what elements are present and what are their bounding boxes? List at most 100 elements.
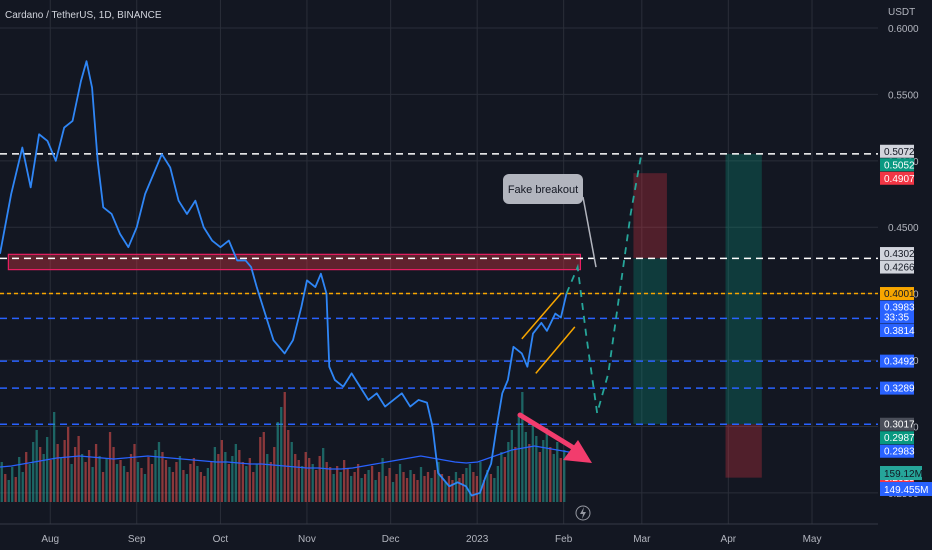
volume-bar [549,447,552,502]
price-badge-0.4302 [880,247,914,261]
volume-bar [98,456,101,502]
price-badge-0.3492 [880,354,914,368]
y-tick-label: 0.5500 [888,90,919,101]
volume-bar [175,462,178,502]
volume-bar [528,444,531,502]
volume-bar [356,464,360,502]
price-badges: 0.5072 0.5052 0.4907 0.4302 0.4266 0.4001 0.39… [880,144,915,485]
volume-bar [388,468,391,502]
volume-bar [154,450,157,502]
volume-bar [80,454,84,502]
volume-bar [14,477,17,502]
price-badge-text: 0.4001 [884,289,915,300]
volume-bar [11,467,14,502]
volume-bar [283,392,286,502]
volume-bar [482,480,486,502]
volume-bar [231,456,234,502]
volume-label-bg [880,466,922,480]
resistance-zone [7,253,582,271]
volume-bar [164,460,168,502]
volume-ma-line [0,445,581,470]
price-badge-0.3983 [880,300,914,324]
volume-bar [349,476,353,502]
volume-bar [4,474,7,502]
price-badge-0.3289 [880,381,914,395]
volume-bar [395,474,398,502]
volume-bar [42,454,45,502]
volume-bar [185,474,189,502]
price-badge-text: 0.3983 [884,303,915,314]
volume-bar [538,452,541,502]
volume-bar [91,467,94,502]
volume-bar [315,470,318,502]
volume-bar [451,480,454,502]
volume-bar [475,476,479,502]
volume-bar [521,392,524,502]
volume-bar [276,422,279,502]
price-badge-text: 0.3289 [884,384,915,395]
position-boxes [633,153,762,478]
wedge-lines [521,293,576,374]
volume-bar [363,474,367,502]
volume-bar [238,450,241,502]
x-tick-label: Dec [382,534,400,545]
volume-bar [157,442,161,502]
volume-bar [70,464,73,502]
volume-bar [126,472,129,502]
volume-bar [196,466,199,502]
long-risk-box [725,424,762,478]
volume-bar [105,458,108,502]
volume-bar [510,430,513,502]
volume-bar [108,432,112,502]
volume-bar [402,472,405,502]
volume-label-value: 159.12M [884,469,923,480]
volume-bar [147,457,150,502]
volume-bar [391,482,395,502]
volume-bar [563,450,566,502]
volume-bar [329,467,332,502]
volume-bar [227,464,230,502]
volume-bar [46,437,49,502]
volume-bar [189,464,192,502]
callout-box [503,174,583,204]
x-tick-label: Feb [555,534,573,545]
volume-bar [465,468,468,502]
price-badge-text: 0.2983 [884,447,915,458]
price-badge-text: 0.4907 [884,174,915,185]
volume-bar [416,480,419,502]
axis-unit-label: USDT [888,7,915,18]
volume-bar [500,452,503,502]
volume-bar [87,450,91,502]
volume-bar [360,478,363,502]
volume-bar [412,474,416,502]
volume-bar [419,467,423,502]
volume-bar [517,414,520,502]
volume-bar [353,472,356,502]
volume-bar [140,468,143,502]
price-badge-0.2983 [880,444,914,458]
volume-bar [206,468,210,502]
volume-bar [262,432,265,502]
price-badge-text: 0.5072 [884,147,915,158]
projection-series [565,151,643,414]
short-reward-box [633,258,667,425]
volume-labels: 159.12M 149.455M [880,466,932,496]
volume-bar [28,464,31,502]
volume-label-ma: 149.455M [884,485,928,496]
time-axis: Aug Sep Oct Nov Dec 2023 Feb Mar Apr May [0,505,878,545]
x-tick-label: Mar [633,534,651,545]
volume-bar [430,478,433,502]
volume-bar [342,460,346,502]
volume-bar [370,466,374,502]
volume-bar [454,472,458,502]
x-tick-label: 2023 [466,534,489,545]
volume-bar [461,474,465,502]
chart-title: Cardano / TetherUS, 1D, BINANCE [5,10,162,21]
volume-bar [255,464,258,502]
volume-bar [101,472,105,502]
volume-bar [339,472,342,502]
volume-bar [433,470,437,502]
price-line [0,60,568,497]
callout-pointer [582,196,597,268]
